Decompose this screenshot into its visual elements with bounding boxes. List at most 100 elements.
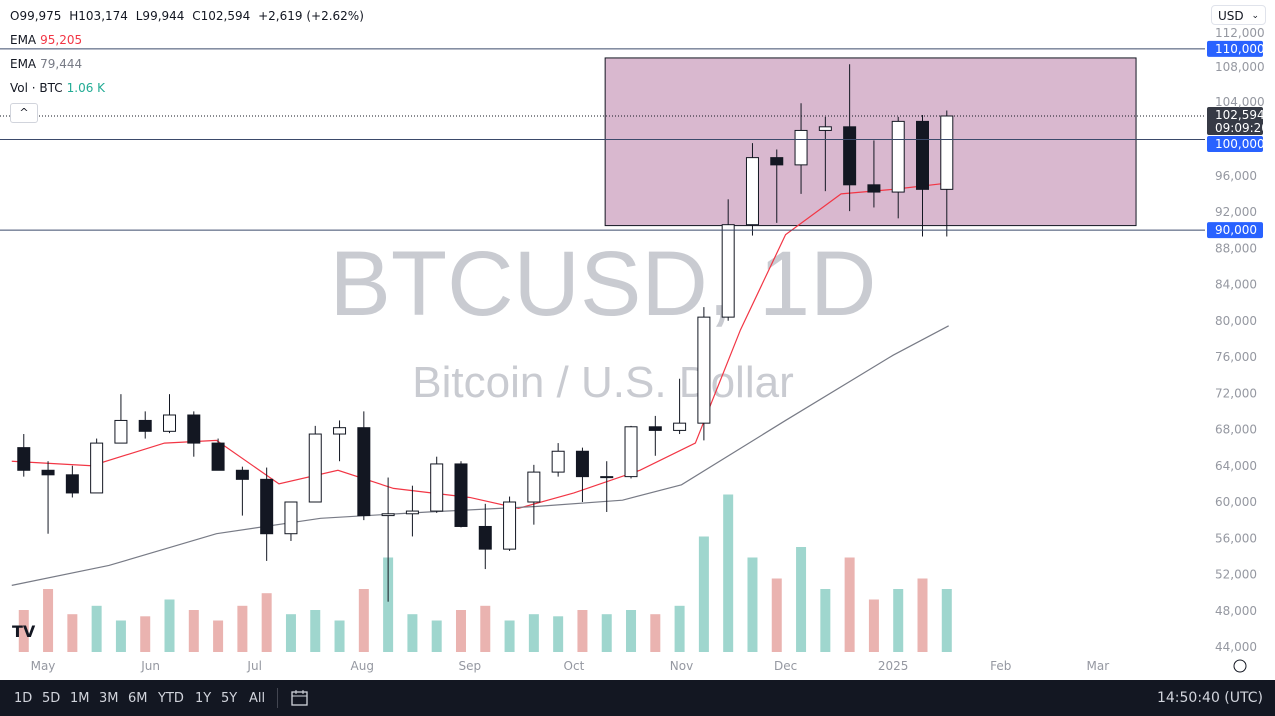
candle-body <box>697 316 711 424</box>
close-value: C102,594 <box>192 9 251 23</box>
volume-bar <box>917 578 928 652</box>
candle-body <box>770 157 784 166</box>
time-tick: 2025 <box>878 659 909 673</box>
volume-bar <box>67 614 78 652</box>
level-price-label: 90,000 <box>1215 223 1257 237</box>
range-ytd[interactable]: YTD <box>158 691 184 706</box>
volume-bar <box>504 620 515 652</box>
candle-body <box>405 510 419 515</box>
range-1m[interactable]: 1M <box>70 691 90 706</box>
volume-bar <box>188 610 199 652</box>
volume-bar <box>893 589 904 652</box>
candle-body <box>673 422 687 431</box>
candle-body <box>478 525 492 550</box>
price-tick: 96,000 <box>1215 169 1257 183</box>
candle-body <box>551 450 565 473</box>
range-5d[interactable]: 5D <box>42 691 61 706</box>
collapse-legend-button[interactable]: ^ <box>10 103 38 123</box>
clock-timezone[interactable]: 14:50:40 (UTC) <box>1156 690 1263 706</box>
price-tick: 60,000 <box>1215 495 1257 509</box>
candle-body <box>867 184 881 193</box>
volume-bar <box>698 536 709 652</box>
price-tick: 88,000 <box>1215 241 1257 255</box>
time-tick: Mar <box>1087 659 1110 673</box>
candle-body <box>163 414 177 432</box>
candle-body <box>745 157 759 226</box>
volume-bar <box>674 605 685 652</box>
volume-bar <box>164 599 175 652</box>
candle-body <box>41 469 55 476</box>
candle-body <box>818 126 832 131</box>
range-5y[interactable]: 5Y <box>221 691 238 706</box>
range-3m[interactable]: 3M <box>99 691 119 706</box>
candle-body <box>891 120 905 193</box>
ema-long-line <box>11 325 949 586</box>
candle-body <box>211 442 225 471</box>
volume-bar <box>844 557 855 652</box>
volume-bar <box>310 610 321 652</box>
candle-body <box>284 501 298 535</box>
ema-short-legend[interactable]: EMA 95,205 <box>10 33 86 47</box>
candle-body <box>333 427 347 435</box>
time-tick: Feb <box>990 659 1011 673</box>
price-tick: 112,000 <box>1215 26 1265 40</box>
price-tick: 92,000 <box>1215 205 1257 219</box>
time-tick: Sep <box>458 659 481 673</box>
candle-body <box>430 463 444 512</box>
ema-value: 95,205 <box>40 33 83 47</box>
low-value: L99,944 <box>135 9 185 23</box>
price-tick: 108,000 <box>1215 60 1265 74</box>
candle-body <box>114 419 128 444</box>
candle-body <box>721 224 735 318</box>
volume-bar <box>480 605 491 652</box>
range-box <box>604 57 1137 227</box>
level-price-tag <box>1207 222 1263 239</box>
ema-long-legend[interactable]: EMA 79,444 <box>10 57 86 71</box>
candle-body <box>138 419 152 432</box>
volume-bar <box>601 614 612 652</box>
candle-body <box>454 463 468 527</box>
price-tick: 64,000 <box>1215 459 1257 473</box>
tradingview-logo[interactable]: TV <box>12 622 36 641</box>
volume-bar <box>626 610 637 652</box>
range-all[interactable]: All <box>249 691 266 706</box>
candle-body <box>503 501 517 550</box>
volume-bar <box>140 616 151 652</box>
volume-bar <box>358 589 369 652</box>
volume-bar <box>868 599 879 652</box>
price-tick: 80,000 <box>1215 314 1257 328</box>
candle-body <box>17 447 31 471</box>
candle-body <box>308 433 322 503</box>
volume-bar <box>43 589 54 652</box>
candle-body <box>575 450 589 478</box>
countdown-label: 09:09:20 <box>1215 121 1269 135</box>
current-price-label: 102,594 <box>1215 108 1265 122</box>
currency-select[interactable]: USD ⌄ <box>1211 5 1266 25</box>
candle-body <box>916 120 929 190</box>
price-tick: 104,000 <box>1215 95 1265 109</box>
price-tick: 68,000 <box>1215 423 1257 437</box>
volume-bar <box>723 494 734 652</box>
high-value: H103,174 <box>69 9 128 23</box>
bottom-toolbar: 1D 5D 1M 3M 6M YTD 1Y 5Y All 14:50:40 (U… <box>0 680 1275 716</box>
volume-bar <box>18 610 29 652</box>
range-1y[interactable]: 1Y <box>195 691 212 706</box>
candle-body <box>357 427 371 517</box>
volume-legend[interactable]: Vol · BTC 1.06 K <box>10 81 109 95</box>
range-6m[interactable]: 6M <box>128 691 148 706</box>
price-tick: 52,000 <box>1215 568 1257 582</box>
time-tick: May <box>31 659 56 673</box>
chevron-down-icon: ⌄ <box>1251 11 1259 21</box>
volume-bar <box>115 620 126 652</box>
time-tick: Oct <box>564 659 585 673</box>
time-tick: Jul <box>246 659 261 673</box>
price-tick: 48,000 <box>1215 604 1257 618</box>
volume-bar <box>261 593 272 652</box>
watermark-description: Bitcoin / U.S. Dollar <box>412 358 793 407</box>
time-tick: Nov <box>670 659 693 673</box>
range-1d[interactable]: 1D <box>14 691 33 706</box>
price-chart[interactable]: BTCUSD, 1D Bitcoin / U.S. Dollar 110,000… <box>0 0 1275 680</box>
volume-bar <box>577 610 588 652</box>
go-to-date-icon[interactable] <box>290 689 310 707</box>
candle-body <box>843 126 857 186</box>
